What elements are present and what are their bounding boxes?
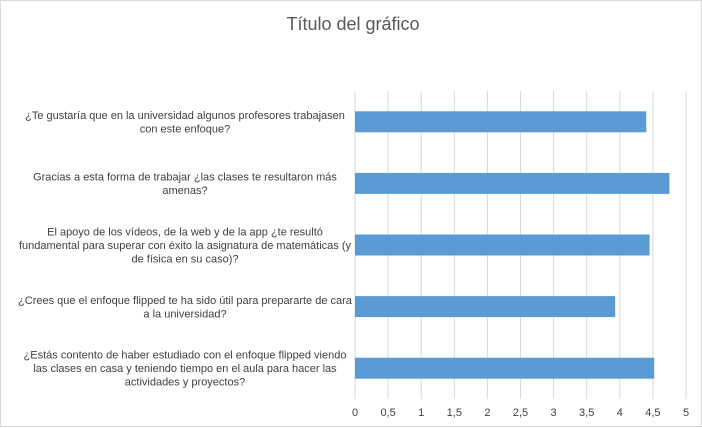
category-label: Gracias a esta forma de trabajar ¿las cl…	[33, 172, 337, 198]
category-label-line: actividades y proyectos?	[125, 377, 245, 389]
x-tick-label: 3,5	[579, 407, 594, 419]
category-label-line: de física en su caso)?	[131, 254, 238, 266]
x-tick-label: 4	[617, 407, 623, 419]
x-tick-label: 0,5	[380, 407, 395, 419]
category-labels: ¿Te gustaría que en la universidad algun…	[18, 110, 353, 389]
category-label-line: con este enfoque?	[140, 124, 231, 136]
x-tick-label: 1,5	[447, 407, 462, 419]
bars	[355, 111, 670, 379]
category-label-line: ¿Estás contento de haber estudiado con e…	[24, 350, 347, 362]
bar	[355, 111, 647, 133]
category-label-line: ¿Te gustaría que en la universidad algun…	[25, 110, 345, 122]
bar	[355, 296, 616, 318]
category-label: ¿Te gustaría que en la universidad algun…	[25, 110, 345, 136]
bar	[355, 172, 670, 194]
bar	[355, 234, 650, 256]
category-label-line: las clases en casa y teniendo tiempo en …	[33, 363, 337, 375]
x-tick-label: 1	[418, 407, 424, 419]
x-tick-label: 2,5	[513, 407, 528, 419]
x-tick-label: 0	[352, 407, 358, 419]
category-label-line: amenas?	[162, 185, 207, 197]
category-label-line: ¿Crees que el enfoque flipped te ha sido…	[18, 295, 353, 307]
x-tick-label: 4,5	[645, 407, 660, 419]
x-tick-label: 3	[551, 407, 557, 419]
chart-title: Título del gráfico	[286, 14, 419, 34]
x-axis-tick-labels: 0 0,5 1 1,5 2 2,5 3 3,5 4 4,5 5	[352, 407, 689, 419]
category-label: ¿Crees que el enfoque flipped te ha sido…	[18, 295, 353, 321]
category-label: ¿Estás contento de haber estudiado con e…	[24, 350, 347, 389]
category-label-line: fundamental para superar con éxito la as…	[19, 240, 352, 252]
x-tick-label: 2	[484, 407, 490, 419]
category-label-line: a la universidad?	[143, 308, 226, 320]
category-label: El apoyo de los vídeos, de la web y de l…	[19, 227, 352, 266]
x-tick-label: 5	[683, 407, 689, 419]
category-label-line: Gracias a esta forma de trabajar ¿las cl…	[33, 172, 337, 184]
bar	[355, 357, 655, 379]
category-label-line: El apoyo de los vídeos, de la web y de l…	[47, 227, 323, 239]
